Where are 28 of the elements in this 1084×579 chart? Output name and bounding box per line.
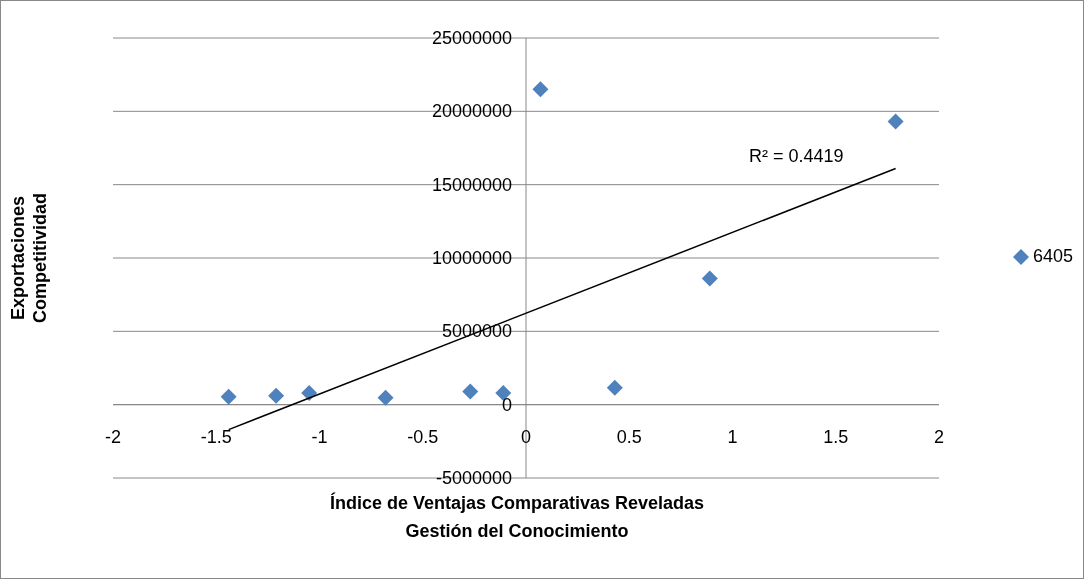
y-tick-label: 25000000 [431, 28, 512, 48]
x-tick-label: -2 [104, 426, 122, 447]
y-tick-label: 20000000 [431, 101, 512, 122]
x-tick-label: 0.5 [616, 426, 642, 447]
y-tick-label: 15000000 [431, 174, 512, 195]
point [606, 379, 623, 396]
point [220, 388, 237, 405]
y-tick-label: 10000000 [431, 248, 512, 268]
x-tick-label: -1 [311, 426, 328, 447]
annotation: R² = 0.4419 [749, 146, 844, 167]
point [532, 81, 549, 98]
y-tick-label: -5000000 [435, 468, 512, 488]
x-axis-title: Índice de Ventajas Comparativas Reveladas Gestión del Conocimiento [329, 491, 705, 543]
point [268, 387, 285, 404]
x-tick-label: 1.5 [823, 426, 849, 447]
point [377, 389, 394, 406]
y-tick-label: 0 [501, 394, 512, 415]
point [701, 270, 718, 287]
point [301, 384, 318, 401]
x-tick-label: -1.5 [200, 426, 232, 447]
x-tick-label: 0 [520, 426, 532, 447]
point [887, 113, 904, 130]
x-tick-label: 1 [727, 426, 738, 447]
x-tick-label: 2 [933, 426, 945, 447]
x-tick-label: -0.5 [407, 426, 439, 447]
y-axis-title: Exportaciones Competitividad [7, 192, 51, 324]
point [462, 383, 479, 400]
legend-label: 6405 [1032, 246, 1073, 267]
